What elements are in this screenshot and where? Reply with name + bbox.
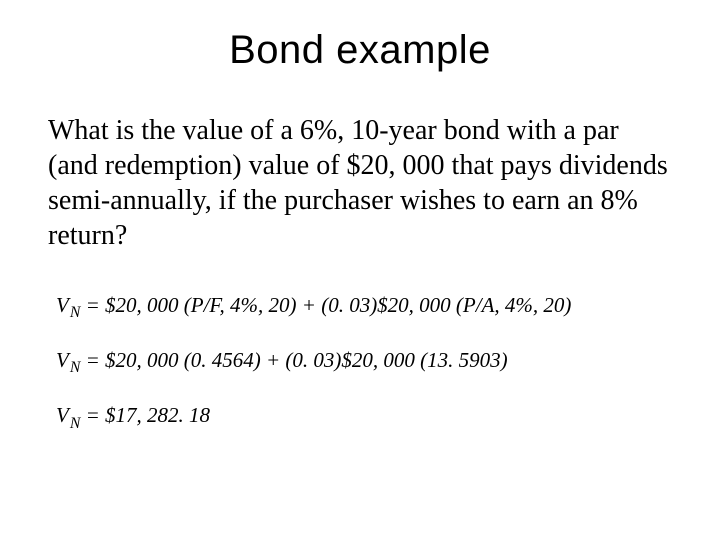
slide: Bond example What is the value of a 6%, … xyxy=(0,0,720,540)
slide-title: Bond example xyxy=(48,28,672,73)
equation-line-3: VN = $17, 282. 18 xyxy=(56,403,672,432)
eq-var: V xyxy=(56,348,69,372)
problem-statement: What is the value of a 6%, 10-year bond … xyxy=(48,113,668,253)
eq-sub: N xyxy=(70,359,81,376)
equation-line-1: VN = $20, 000 (P/F, 4%, 20) + (0. 03)$20… xyxy=(56,293,672,322)
eq1-rhs: = $20, 000 (P/F, 4%, 20) + (0. 03)$20, 0… xyxy=(86,293,572,317)
eq-var: V xyxy=(56,403,69,427)
eq-var: V xyxy=(56,293,69,317)
eq3-rhs: = $17, 282. 18 xyxy=(86,403,210,427)
eq-sub: N xyxy=(70,304,81,321)
eq2-rhs: = $20, 000 (0. 4564) + (0. 03)$20, 000 (… xyxy=(86,348,508,372)
equation-line-2: VN = $20, 000 (0. 4564) + (0. 03)$20, 00… xyxy=(56,348,672,377)
eq-sub: N xyxy=(70,415,81,432)
